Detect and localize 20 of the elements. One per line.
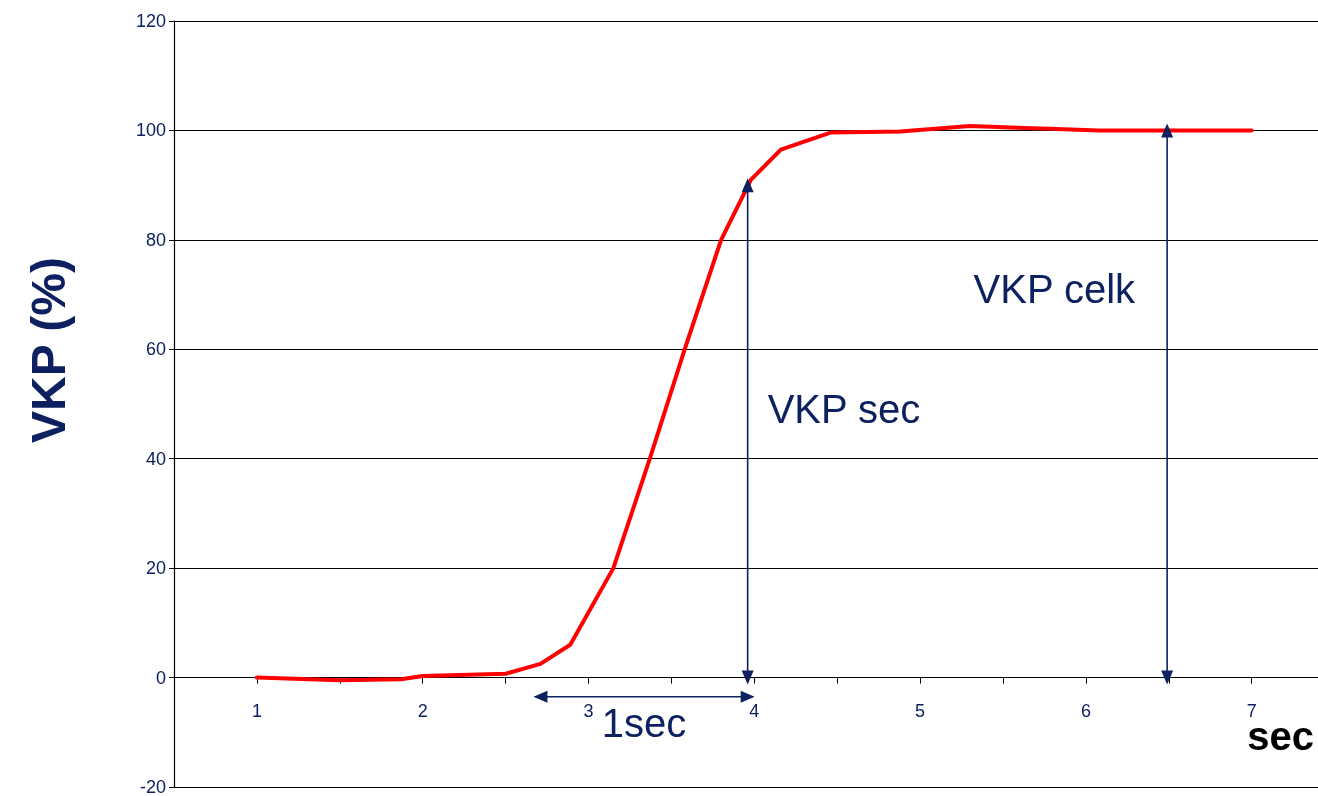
y-tick-label: 80 bbox=[145, 229, 166, 250]
x-tick-label: 1 bbox=[251, 700, 262, 721]
y-tick-label: 60 bbox=[145, 339, 166, 360]
y-tick-label: 40 bbox=[145, 448, 166, 469]
y-tick-label: -20 bbox=[139, 777, 166, 796]
annotation: VKP sec bbox=[767, 387, 921, 432]
x-tick-label: 5 bbox=[915, 700, 926, 721]
y-axis-title: VKP (%) bbox=[21, 257, 75, 443]
annotation: 1sec bbox=[601, 700, 687, 745]
line-series bbox=[254, 124, 1254, 683]
x-tick-label: 3 bbox=[583, 700, 594, 721]
x-tick-label: 2 bbox=[417, 700, 428, 721]
annotation: VKP celk bbox=[973, 267, 1137, 312]
y-tick-label: 20 bbox=[145, 558, 166, 579]
x-tick-label: 7 bbox=[1246, 700, 1257, 721]
y-tick-label: 0 bbox=[155, 667, 166, 688]
x-tick-label: 4 bbox=[749, 700, 760, 721]
y-tick-label: 120 bbox=[135, 11, 166, 31]
y-tick-label: 100 bbox=[135, 120, 166, 141]
x-tick-label: 6 bbox=[1080, 700, 1091, 721]
